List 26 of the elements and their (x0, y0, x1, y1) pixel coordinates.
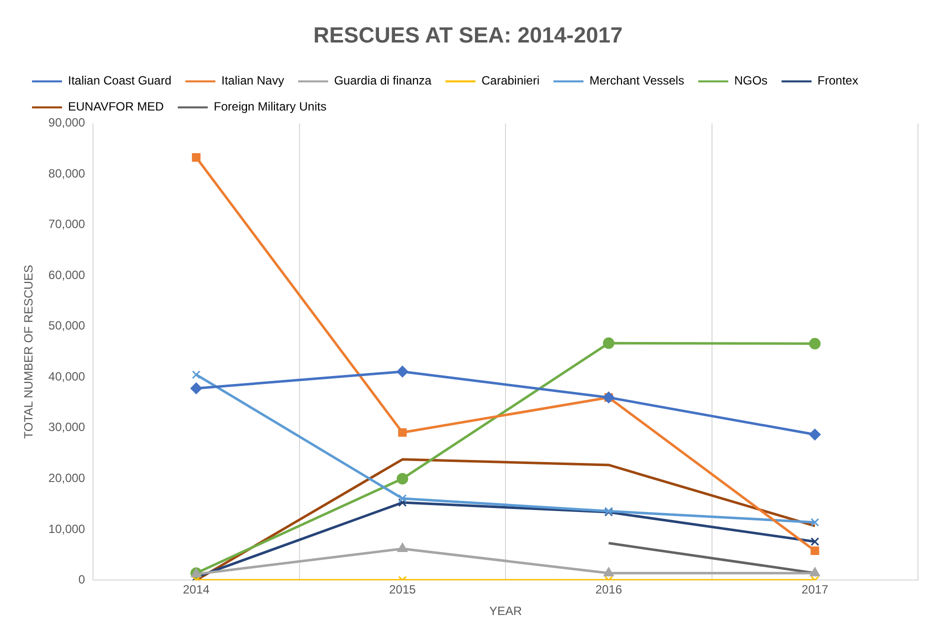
y-tick-label: 30,000 (48, 420, 86, 434)
legend-label: Foreign Military Units (214, 100, 326, 114)
x-tick-label: 2016 (595, 582, 622, 597)
y-tick-label: 70,000 (48, 217, 86, 232)
y-tick-label: 80,000 (48, 166, 86, 180)
y-tick-label: 50,000 (48, 318, 86, 333)
x-tick-label: 2017 (802, 582, 829, 597)
legend-label: NGOs (734, 74, 768, 88)
x-tick-label: 2015 (389, 582, 416, 597)
legend-label: EUNAVFOR MED (68, 100, 164, 114)
legend-label: Italian Coast Guard (68, 74, 172, 88)
y-tick-label: 10,000 (48, 522, 86, 536)
y-tick-label: 90,000 (48, 116, 86, 130)
x-axis-title: YEAR (489, 604, 522, 618)
y-tick-label: 20,000 (48, 471, 86, 485)
legend-label: Italian Navy (221, 74, 284, 88)
y-tick-label: 40,000 (48, 369, 86, 384)
y-tick-label: 0 (78, 572, 86, 587)
x-tick-label: 2014 (182, 582, 210, 597)
y-axis-title: TOTAL NUMBER OF RESCUES (22, 264, 36, 439)
legend-label: Carabinieri (481, 74, 540, 88)
legend-label: Merchant Vessels (590, 74, 684, 88)
chart-title: RESCUES AT SEA: 2014-2017 (313, 22, 623, 48)
legend-label: Guardia di finanza (334, 74, 432, 88)
y-tick-label: 60,000 (48, 268, 86, 282)
legend-label: Frontex (818, 74, 858, 88)
